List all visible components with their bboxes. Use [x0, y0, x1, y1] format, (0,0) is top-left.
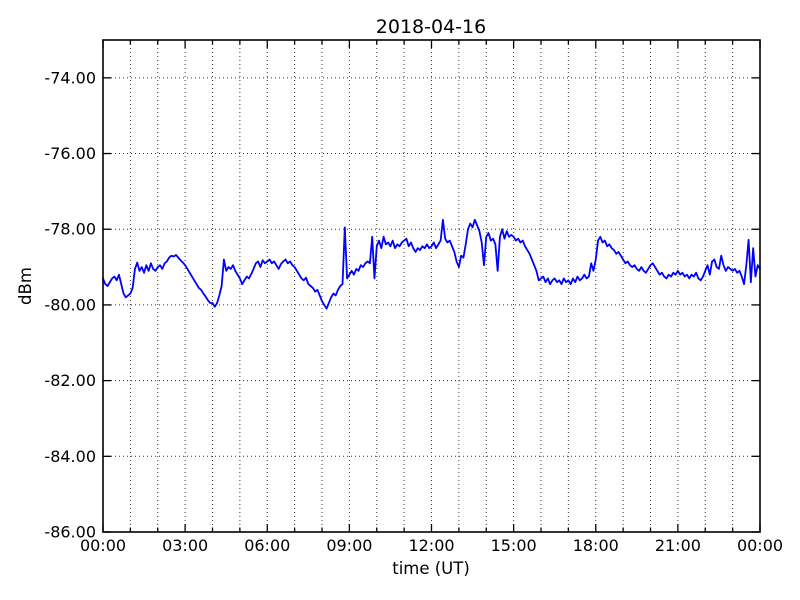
x-tick-label: 06:00: [244, 536, 290, 555]
x-tick-label: 12:00: [408, 536, 454, 555]
data-line: [102, 218, 761, 310]
x-tick-label: 18:00: [573, 536, 619, 555]
y-tick-label: -80.00: [44, 295, 96, 314]
x-tick-label: 00:00: [80, 536, 126, 555]
y-axis-label: dBm: [16, 267, 35, 305]
x-tick-label: 15:00: [491, 536, 537, 555]
x-tick-label: 21:00: [655, 536, 701, 555]
x-tick-label: 03:00: [162, 536, 208, 555]
plot-border: [102, 39, 761, 533]
gridlines: [103, 40, 760, 532]
chart-title: 2018-04-16: [376, 16, 486, 38]
y-tick-label: -84.00: [44, 447, 96, 466]
x-tick-label: 00:00: [737, 536, 783, 555]
y-tick-label: -78.00: [44, 220, 96, 239]
y-tick-label: -76.00: [44, 144, 96, 163]
y-tick-label: -82.00: [44, 371, 96, 390]
axis-ticks: [102, 40, 761, 533]
x-tick-label: 09:00: [326, 536, 372, 555]
y-tick-labels: -74.00 -76.00 -78.00 -80.00 -82.00 -84.00 -86.…: [44, 68, 96, 541]
y-tick-label: -86.00: [44, 523, 96, 542]
x-tick-labels: 00:00 03:00 06:00 09:00 12:00 15:00 18:00 21:00…: [80, 536, 783, 555]
y-tick-label: -74.00: [44, 68, 96, 87]
x-axis-label: time (UT): [392, 559, 470, 578]
